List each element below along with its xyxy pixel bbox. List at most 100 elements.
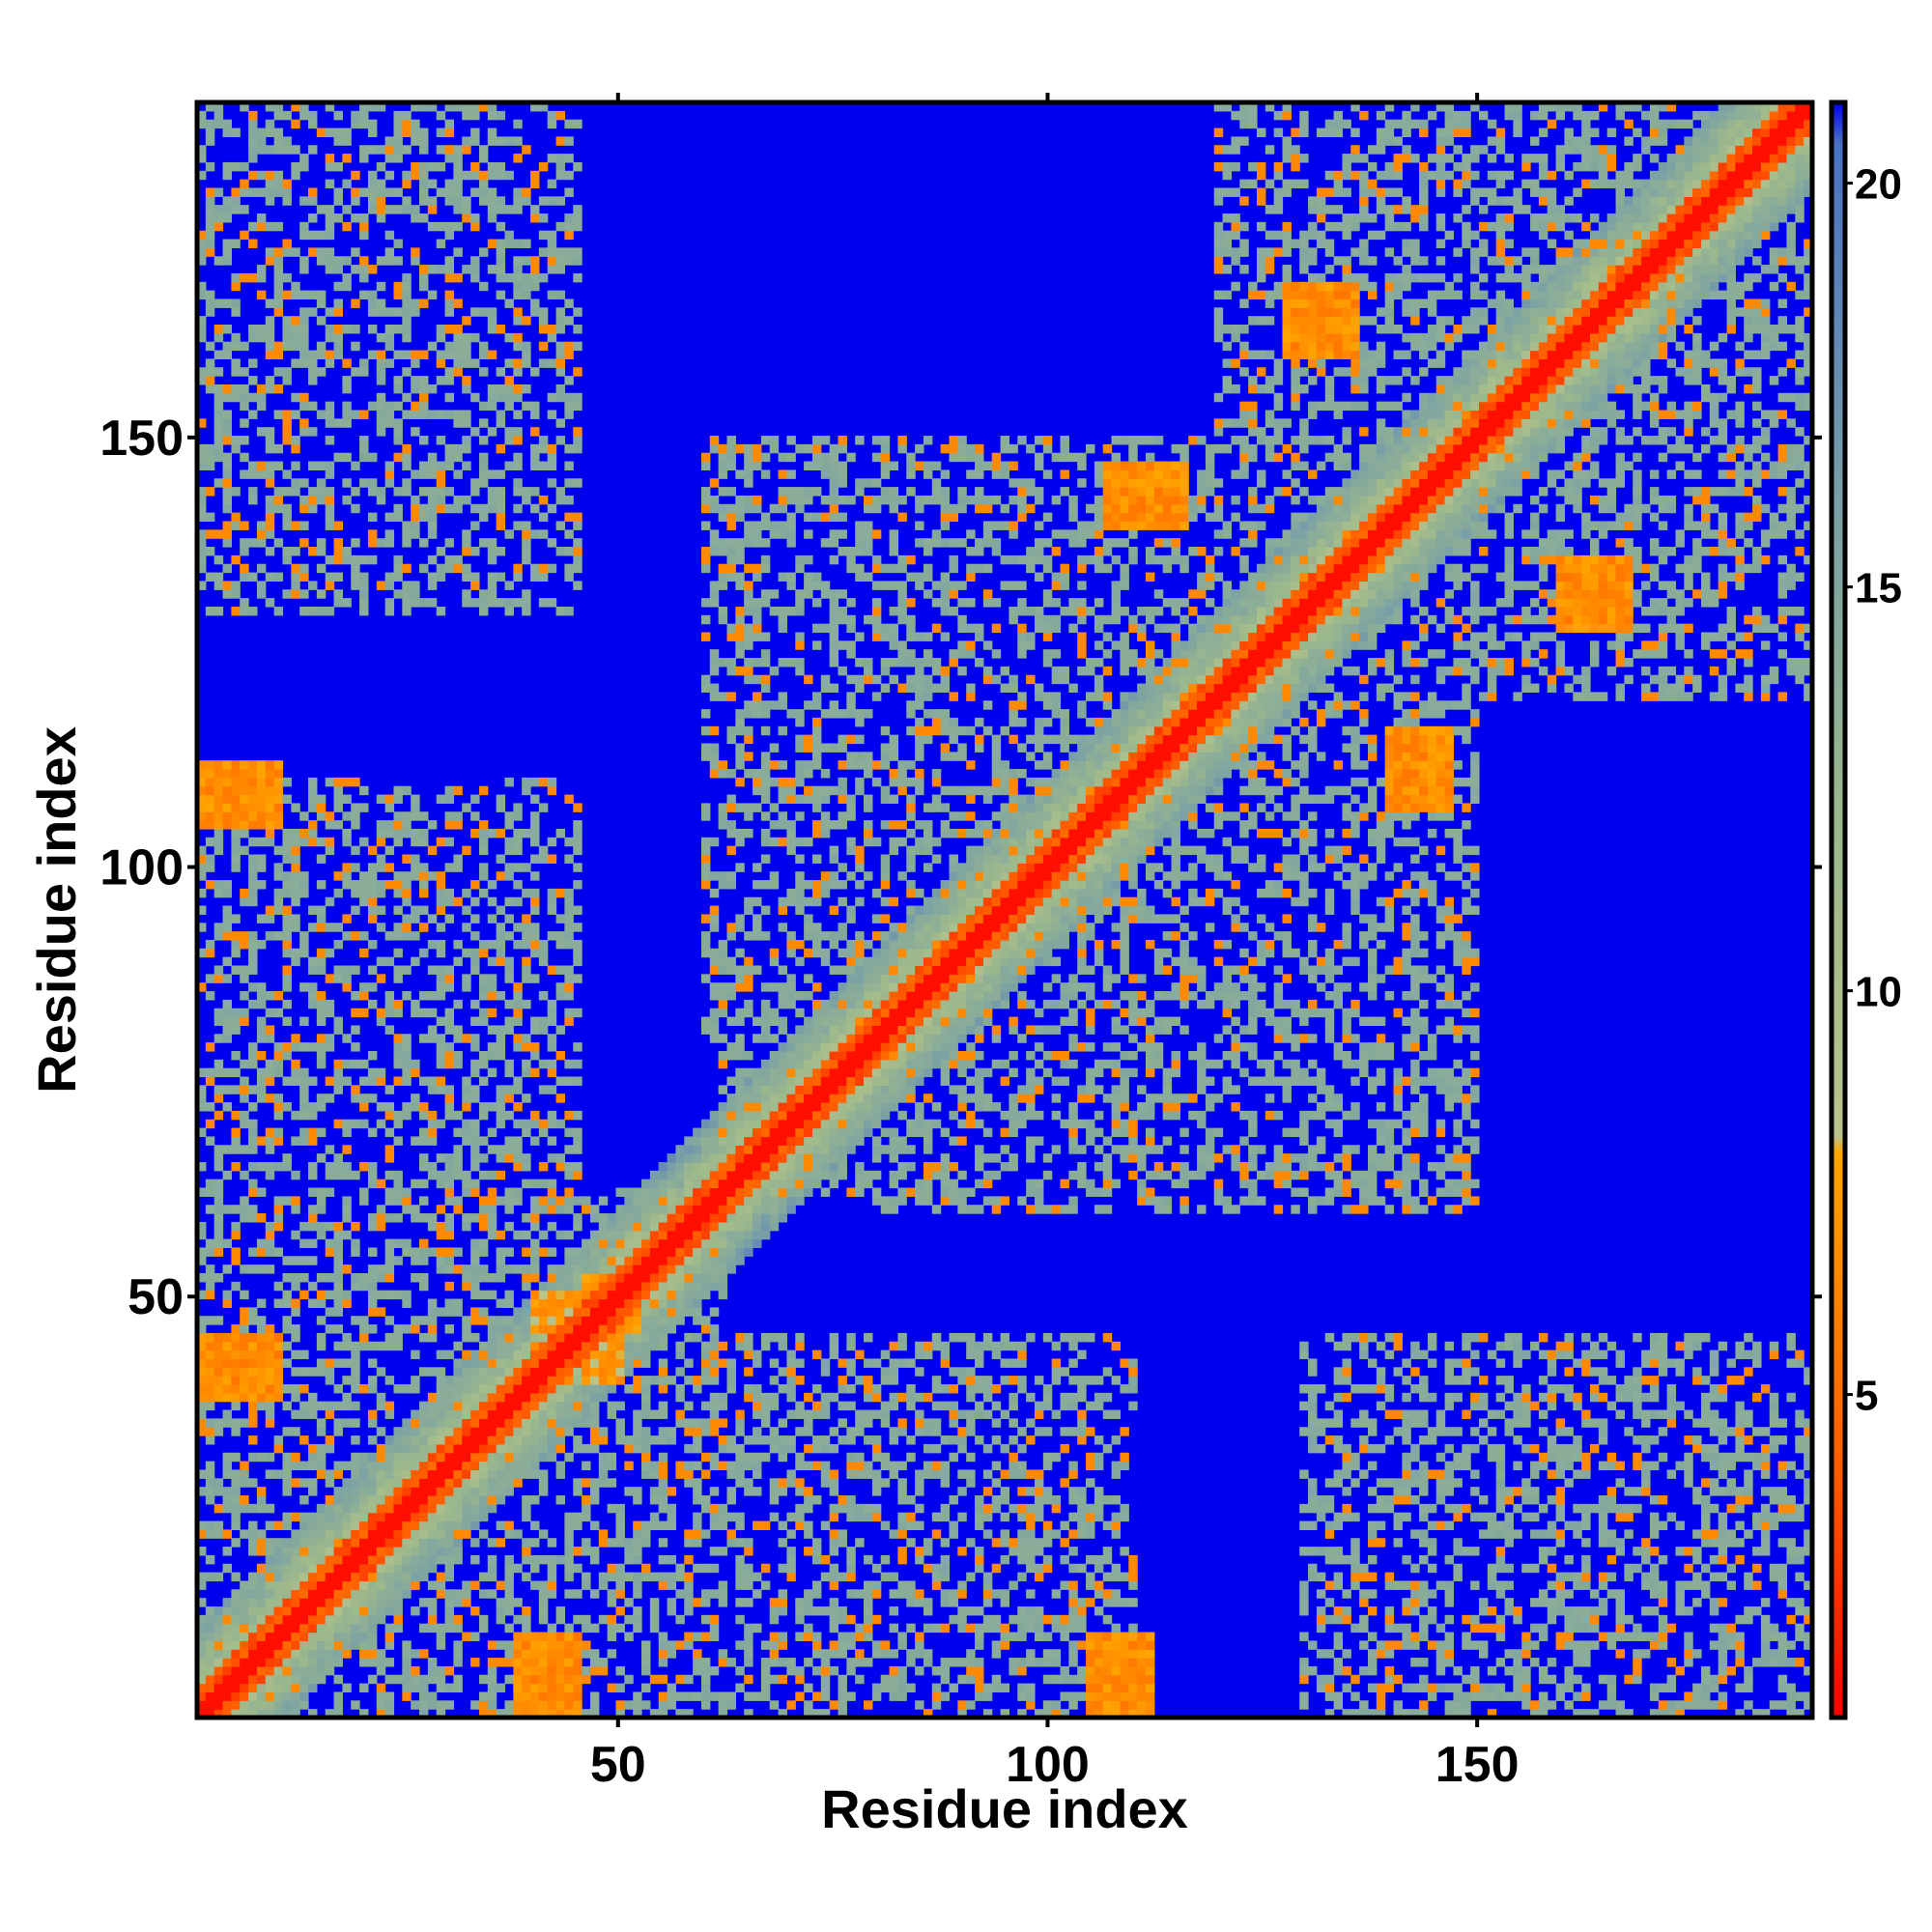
heatmap-cell (240, 1367, 249, 1377)
heatmap-cell (376, 1658, 386, 1667)
heatmap-cell (547, 461, 557, 471)
heatmap-cell (573, 1674, 582, 1685)
heatmap-cell (726, 1700, 736, 1710)
heatmap-cell (573, 1307, 582, 1317)
heatmap-cell (205, 1649, 215, 1659)
heatmap-cell (299, 1085, 309, 1094)
heatmap-cell (436, 1683, 446, 1693)
heatmap-cell (709, 888, 720, 898)
heatmap-cell (419, 410, 429, 419)
heatmap-cell (470, 811, 480, 821)
heatmap-cell (376, 1264, 386, 1274)
heatmap-cell (615, 1503, 625, 1514)
heatmap-cell (367, 145, 378, 155)
heatmap-cell (530, 794, 540, 805)
heatmap-cell (419, 1503, 429, 1514)
heatmap-cell (684, 1187, 694, 1197)
heatmap-cell (342, 1034, 352, 1043)
heatmap-cell (555, 1409, 566, 1419)
heatmap-cell (555, 888, 566, 898)
heatmap-cell (393, 1563, 403, 1574)
heatmap-cell (573, 1281, 582, 1292)
heatmap-cell (462, 1520, 471, 1530)
heatmap-cell (444, 187, 454, 197)
heatmap-cell (299, 1658, 309, 1667)
heatmap-cell (248, 128, 258, 137)
heatmap-cell (530, 1427, 540, 1436)
heatmap-cell (359, 606, 369, 616)
heatmap-cell (427, 1161, 438, 1172)
heatmap-cell (291, 1665, 300, 1676)
heatmap-cell (213, 1094, 224, 1103)
heatmap-cell (427, 1529, 438, 1539)
heatmap-cell (427, 487, 438, 497)
heatmap-cell (709, 769, 720, 779)
heatmap-cell (522, 931, 531, 941)
heatmap-cell (231, 1503, 241, 1514)
heatmap-cell (530, 837, 540, 847)
heatmap-cell (256, 1376, 267, 1385)
heatmap-cell (265, 1127, 275, 1138)
heatmap-cell (231, 443, 241, 454)
heatmap-cell (308, 247, 318, 257)
heatmap-cell (359, 572, 369, 582)
heatmap-cell (393, 589, 403, 599)
heatmap-cell (709, 581, 720, 590)
heatmap-cell (547, 598, 557, 608)
heatmap-cell (411, 1580, 420, 1590)
heatmap-cell (555, 1272, 566, 1283)
heatmap-cell (333, 298, 343, 308)
heatmap-cell (649, 1307, 660, 1317)
heatmap-cell (726, 1376, 736, 1385)
heatmap-cell (256, 1298, 267, 1308)
heatmap-cell (607, 1332, 617, 1343)
heatmap-cell (411, 1443, 420, 1454)
heatmap-cell (718, 1272, 728, 1283)
heatmap-cell (351, 1580, 360, 1590)
heatmap-cell (607, 1316, 617, 1325)
heatmap-cell (564, 478, 574, 488)
heatmap-cell (658, 1520, 668, 1530)
heatmap-cell (411, 376, 420, 385)
heatmap-cell (231, 1709, 241, 1719)
heatmap-cell (718, 461, 728, 471)
heatmap-cell (273, 1247, 284, 1257)
heatmap-cell (444, 1547, 454, 1556)
heatmap-cell (367, 965, 378, 975)
heatmap-cell (436, 1547, 446, 1556)
heatmap-cell (496, 1452, 506, 1463)
heatmap-cell (478, 820, 489, 830)
heatmap-cell (265, 1324, 275, 1334)
heatmap-cell (273, 896, 284, 907)
heatmap-cell (248, 1367, 258, 1377)
heatmap-cell (598, 1580, 609, 1590)
heatmap-cell (197, 495, 207, 505)
heatmap-cell (547, 1709, 557, 1719)
heatmap-cell (641, 1401, 651, 1411)
heatmap-cell (487, 350, 497, 359)
heatmap-cell (291, 581, 300, 590)
heatmap-cell (726, 1221, 736, 1232)
heatmap-cell (530, 256, 540, 266)
heatmap-cell (325, 350, 335, 359)
heatmap-cell (530, 1580, 540, 1590)
heatmap-cell (667, 1691, 677, 1701)
heatmap-cell (282, 1665, 292, 1676)
heatmap-cell (367, 187, 378, 197)
heatmap-cell (522, 1350, 531, 1360)
heatmap-cell (513, 1076, 523, 1086)
heatmap-cell (444, 1538, 454, 1548)
heatmap-cell (351, 1358, 360, 1368)
heatmap-cell (504, 170, 514, 181)
heatmap-cell (607, 1614, 617, 1625)
heatmap-cell (675, 1238, 685, 1249)
heatmap-cell (384, 205, 395, 214)
heatmap-cell (684, 1179, 694, 1189)
heatmap-cell (299, 1538, 309, 1548)
heatmap-cell (384, 820, 395, 830)
heatmap-cell (530, 1401, 540, 1411)
heatmap-cell (291, 1205, 300, 1214)
heatmap-cell (513, 1196, 523, 1206)
heatmap-cell (222, 384, 232, 394)
heatmap-cell (615, 1298, 625, 1308)
